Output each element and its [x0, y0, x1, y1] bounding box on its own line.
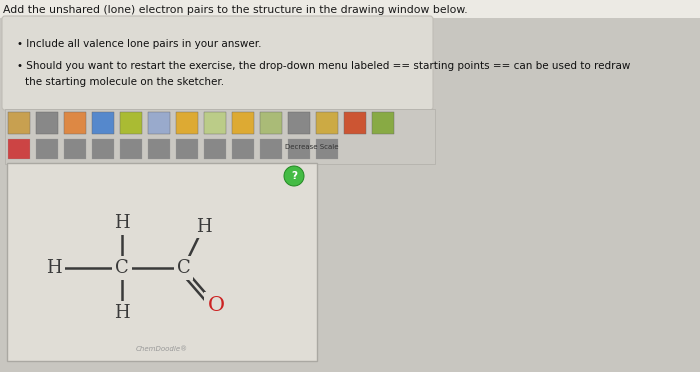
Text: ChemDoodle®: ChemDoodle®: [136, 346, 188, 352]
Bar: [8, 139, 30, 159]
Text: • Include all valence lone pairs in your answer.: • Include all valence lone pairs in your…: [17, 39, 262, 49]
Text: H: H: [114, 214, 130, 232]
Bar: [120, 112, 142, 134]
Bar: [344, 112, 366, 134]
Bar: [204, 139, 226, 159]
Bar: [5, 109, 435, 164]
Bar: [316, 139, 338, 159]
Bar: [120, 139, 142, 159]
Bar: [8, 112, 30, 134]
Bar: [92, 139, 114, 159]
Text: H: H: [46, 259, 62, 277]
Text: C: C: [176, 259, 190, 277]
Text: ?: ?: [291, 171, 297, 181]
Bar: [148, 112, 170, 134]
Bar: [64, 139, 86, 159]
Text: O: O: [207, 296, 225, 315]
Bar: [176, 139, 198, 159]
Bar: [260, 112, 282, 134]
Text: • Should you want to restart the exercise, the drop-down menu labeled == startin: • Should you want to restart the exercis…: [17, 61, 631, 71]
Text: H: H: [114, 304, 130, 322]
Bar: [36, 112, 58, 134]
Bar: [232, 112, 254, 134]
Text: the starting molecule on the sketcher.: the starting molecule on the sketcher.: [25, 77, 224, 87]
Bar: [64, 112, 86, 134]
Text: C: C: [115, 259, 129, 277]
Bar: [316, 112, 338, 134]
Bar: [288, 112, 310, 134]
FancyBboxPatch shape: [2, 16, 433, 110]
Bar: [232, 139, 254, 159]
Bar: [176, 112, 198, 134]
Bar: [288, 139, 310, 159]
Bar: [0, 0, 700, 18]
FancyBboxPatch shape: [7, 163, 317, 361]
Circle shape: [284, 166, 304, 186]
Bar: [372, 112, 394, 134]
Bar: [92, 112, 114, 134]
Bar: [36, 139, 58, 159]
Text: H: H: [196, 218, 211, 236]
Bar: [148, 139, 170, 159]
Text: Decrease Scale: Decrease Scale: [285, 144, 339, 150]
Bar: [204, 112, 226, 134]
Bar: [260, 139, 282, 159]
Text: Add the unshared (lone) electron pairs to the structure in the drawing window be: Add the unshared (lone) electron pairs t…: [3, 5, 468, 15]
